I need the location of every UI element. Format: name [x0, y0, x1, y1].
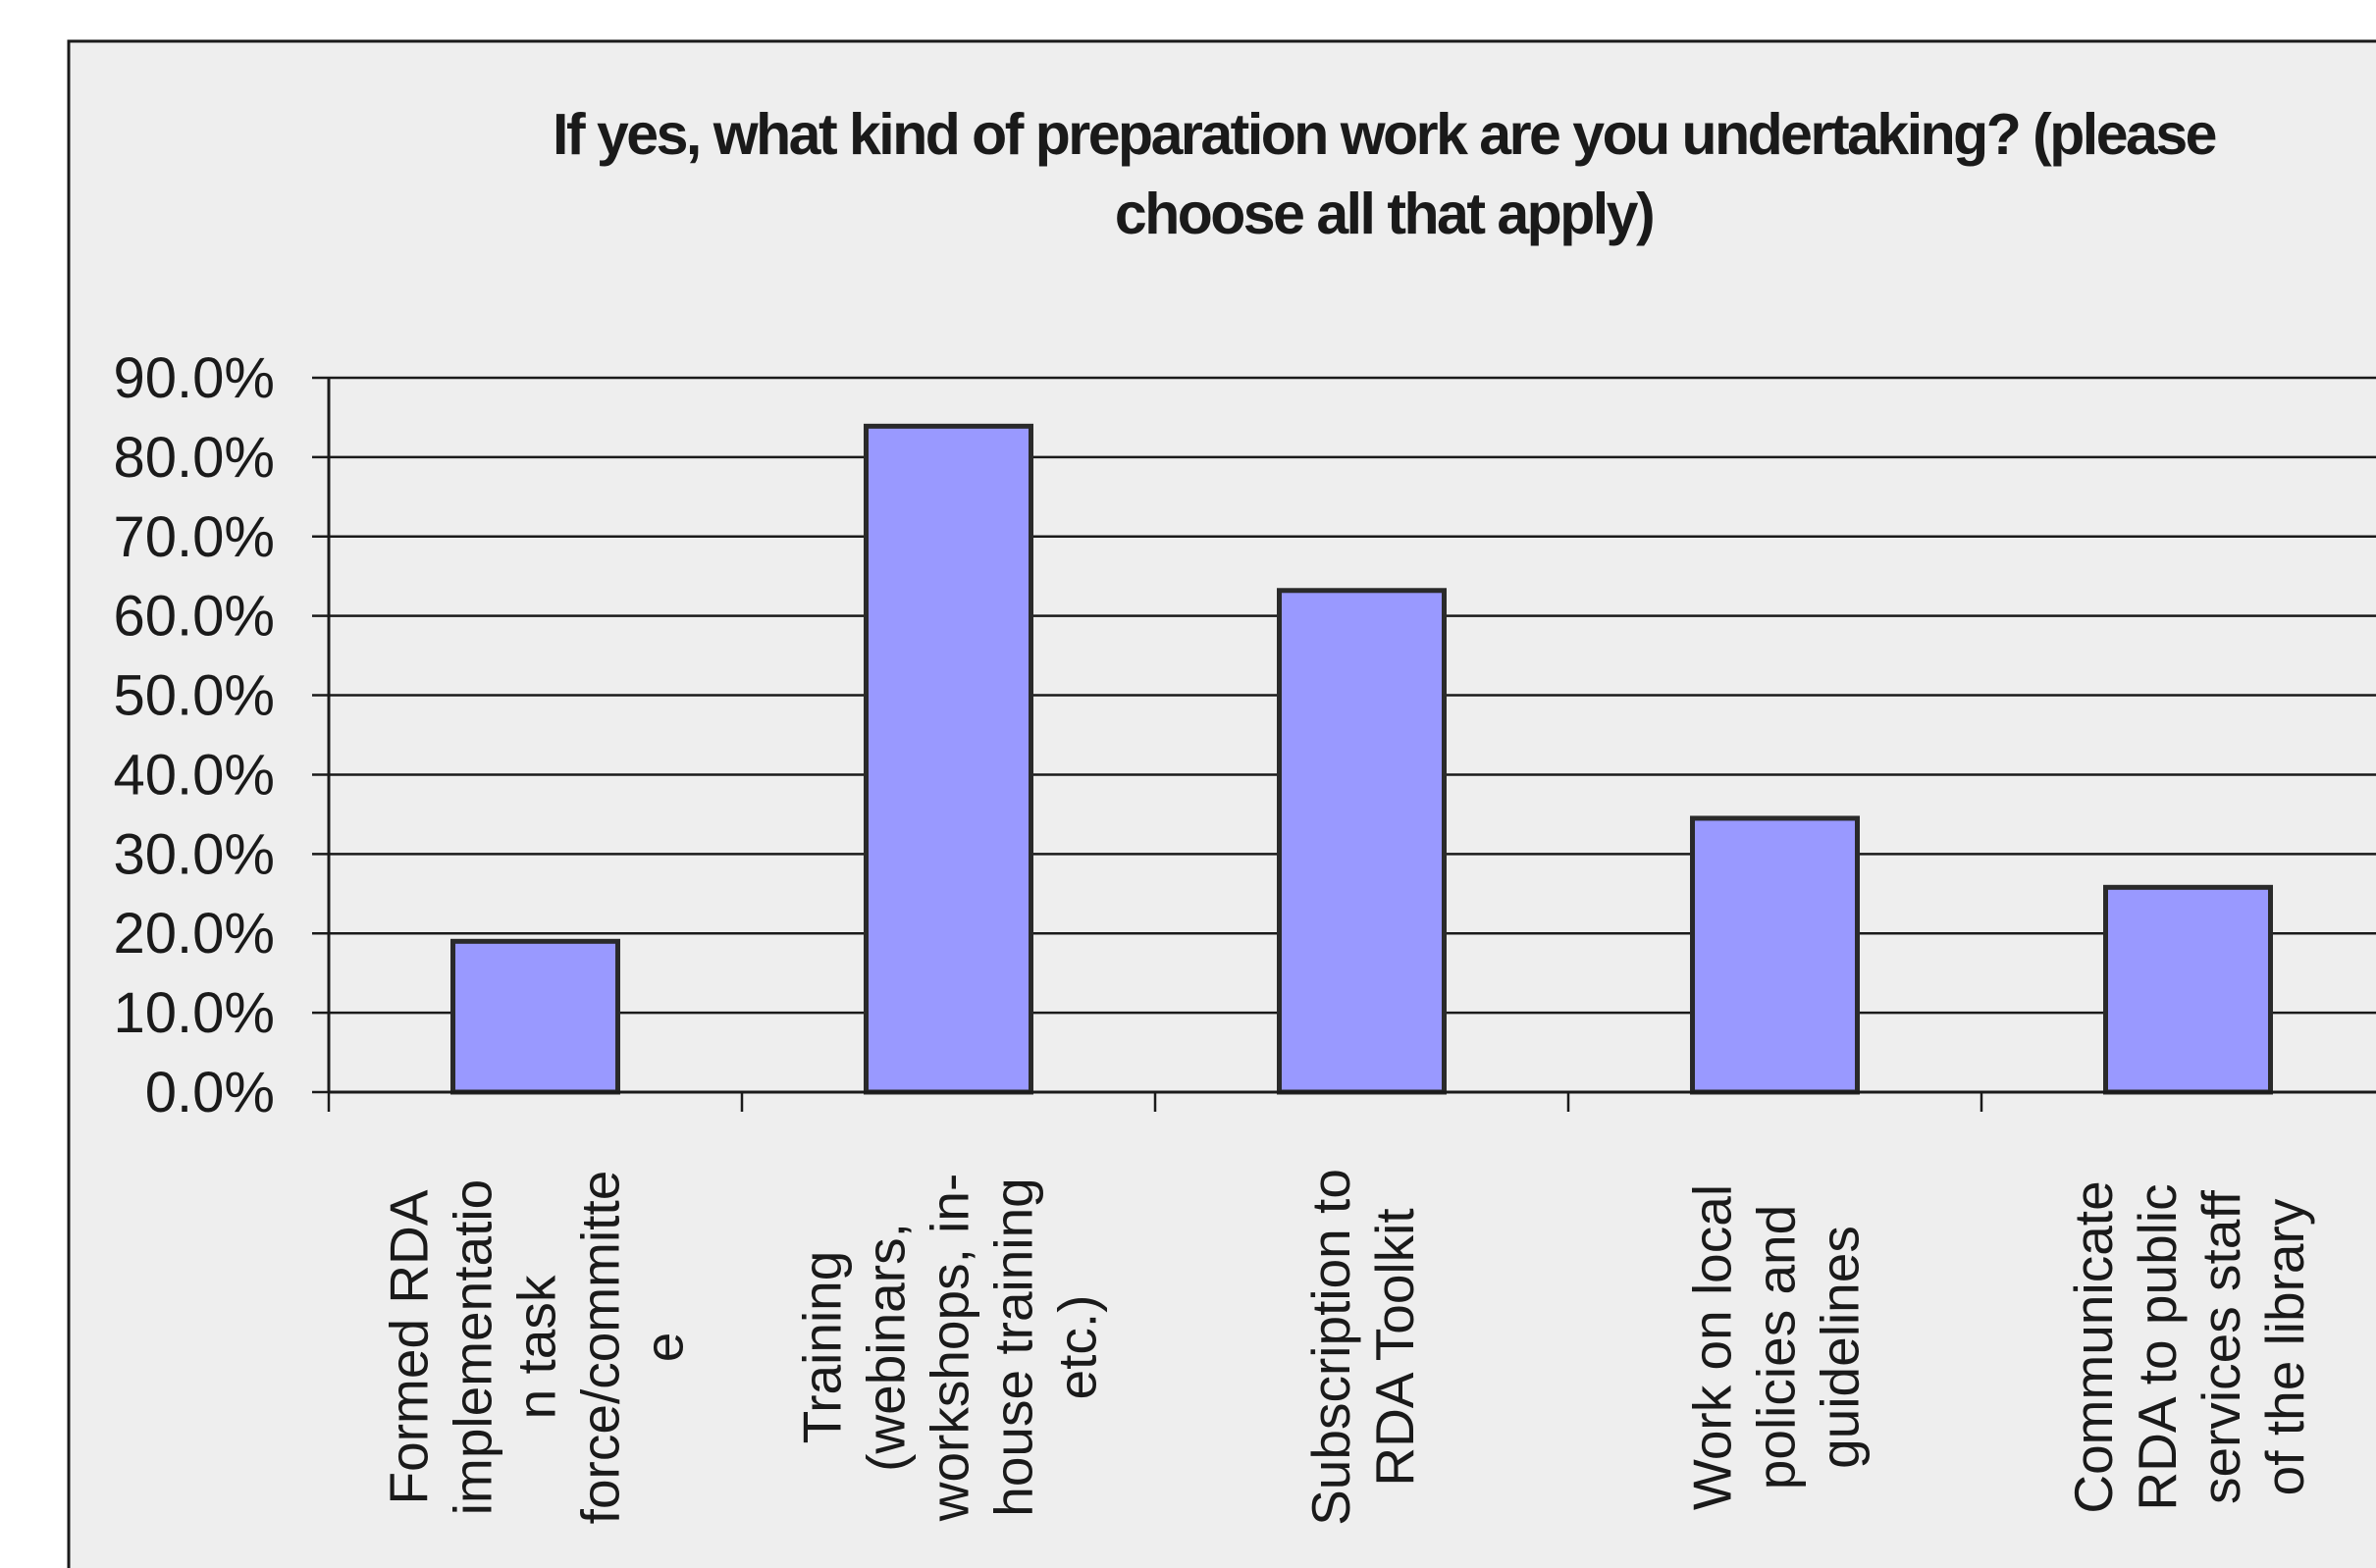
chart-title-line: choose all that apply)	[1115, 182, 1653, 246]
x-category-label: Subscription to RDA Toolkit	[1300, 1169, 1425, 1526]
x-category-label-line: e	[634, 1333, 695, 1363]
y-tick-label: 80.0%	[114, 426, 275, 490]
x-category-label-line: house training	[983, 1177, 1044, 1517]
x-category-label: Formed RDA implementatio n task force/commi…	[379, 1171, 695, 1525]
chart-area	[67, 39, 2376, 1568]
x-category-label-line: policies and	[1746, 1205, 1807, 1490]
x-category-label-line: n task	[506, 1275, 567, 1419]
y-tick-label: 20.0%	[114, 902, 275, 966]
x-category-label-line: (webinars,	[856, 1223, 917, 1472]
bar	[450, 938, 620, 1095]
x-category-label-line: RDA to public	[2127, 1183, 2188, 1510]
x-category-label-line: RDA Toolkit	[1364, 1208, 1425, 1486]
chart-title: If yes, what kind of preparation work ar…	[553, 102, 2218, 246]
x-category-label: Communicate RDA to public services staff of…	[2063, 1180, 2315, 1513]
y-tick-label: 0.0%	[145, 1061, 275, 1124]
y-tick-label: 70.0%	[114, 505, 275, 569]
y-axis-ticks: 0.0% 10.0% 20.0% 30.0% 40.0% 50.0% 60.0% 70.0% 8…	[114, 346, 329, 1124]
x-category-label-line: guidelines	[1810, 1226, 1871, 1469]
bar	[1690, 815, 1860, 1095]
axes	[327, 378, 2376, 1112]
y-tick-label: 50.0%	[114, 664, 275, 728]
x-category-label: Work on local policies and guidelines	[1682, 1184, 1871, 1510]
bar	[1277, 588, 1447, 1095]
x-category-label-line: services staff	[2191, 1189, 2251, 1504]
x-category-label-line: of the library	[2254, 1198, 2315, 1495]
x-category-label-line: implementatio	[443, 1179, 503, 1515]
bar	[2103, 884, 2273, 1095]
x-axis-category-labels: Formed RDA implementatio n task force/commi…	[379, 1169, 2316, 1526]
x-category-label: Training (webinars, workshops, in-house tr…	[792, 1174, 1108, 1523]
x-category-label-line: Training	[792, 1251, 853, 1444]
y-tick-label: 90.0%	[114, 346, 275, 410]
chart-title-line: If yes, what kind of preparation work ar…	[553, 102, 2216, 167]
x-category-label-line: workshops, in-	[920, 1174, 980, 1523]
x-category-label-line: Communicate	[2063, 1180, 2124, 1513]
y-tick-label: 60.0%	[114, 585, 275, 649]
bar	[864, 423, 1033, 1095]
x-category-label-line: force/committe	[570, 1171, 631, 1525]
x-category-label-line: Subscription to	[1300, 1169, 1361, 1526]
x-category-label-line: etc.)	[1047, 1295, 1108, 1400]
bars	[450, 423, 2273, 1095]
x-category-label-line: Formed RDA	[379, 1189, 440, 1504]
y-tick-label: 30.0%	[114, 822, 275, 886]
x-category-label-line: Work on local	[1682, 1184, 1743, 1510]
y-tick-label: 10.0%	[114, 981, 275, 1045]
y-tick-label: 40.0%	[114, 743, 275, 807]
